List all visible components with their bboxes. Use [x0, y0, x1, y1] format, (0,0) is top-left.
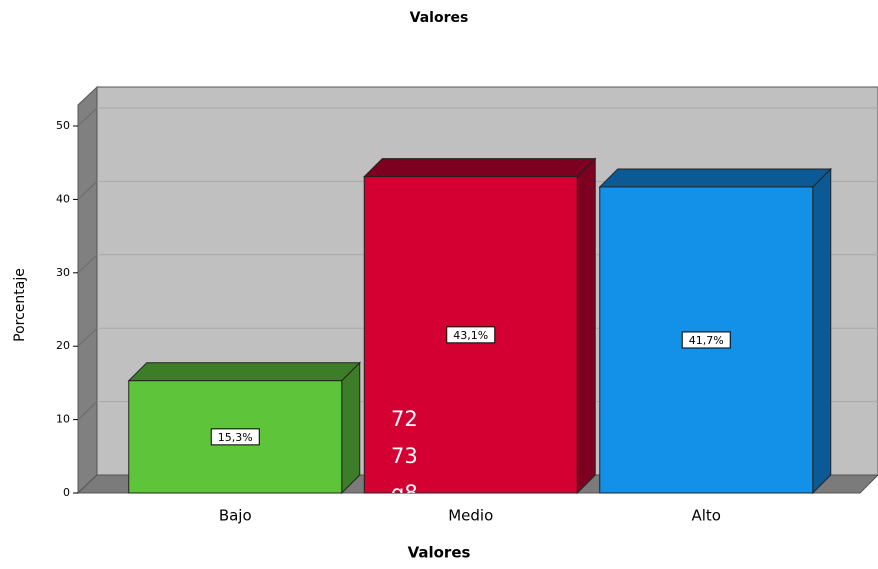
- value-label: 43,1%: [453, 329, 488, 342]
- value-label-box: [210, 428, 260, 446]
- grid-line: [77, 401, 98, 420]
- y-tick-label: 20: [56, 339, 70, 352]
- x-axis-label: Valores: [408, 544, 471, 562]
- y-tick-label: 0: [63, 486, 70, 499]
- x-tick-label: Alto: [692, 507, 722, 525]
- x-tick-label: Bajo: [219, 507, 252, 525]
- grid-line: [77, 254, 98, 274]
- annotation: 72: [391, 407, 418, 431]
- grid-line: [77, 181, 98, 200]
- bar-side: [341, 361, 361, 495]
- grid-line: [77, 107, 98, 127]
- value-label-box: [446, 326, 496, 344]
- bar-top: [363, 158, 597, 178]
- y-tick-label: 30: [56, 266, 70, 279]
- left-wall: [77, 85, 98, 495]
- value-label: 15,3%: [218, 431, 253, 444]
- bar-top: [598, 168, 832, 188]
- annotation: q8: [391, 481, 418, 505]
- chart-title: Valores: [410, 10, 469, 26]
- value-label-box: [681, 331, 731, 349]
- y-tick-label: 40: [56, 192, 70, 205]
- annotation: 73: [391, 444, 418, 468]
- annotations: 72 73 q8: [391, 407, 418, 505]
- bar-side: [812, 167, 832, 495]
- y-tick-label: 50: [56, 119, 70, 132]
- y-axis-label: Porcentaje: [12, 268, 28, 342]
- bar-side: [576, 157, 596, 495]
- value-label: 41,7%: [689, 334, 724, 347]
- y-tick-label: 10: [56, 413, 70, 426]
- bar-top: [127, 362, 361, 382]
- x-tick-label: Medio: [448, 507, 493, 525]
- grid-line: [77, 327, 98, 347]
